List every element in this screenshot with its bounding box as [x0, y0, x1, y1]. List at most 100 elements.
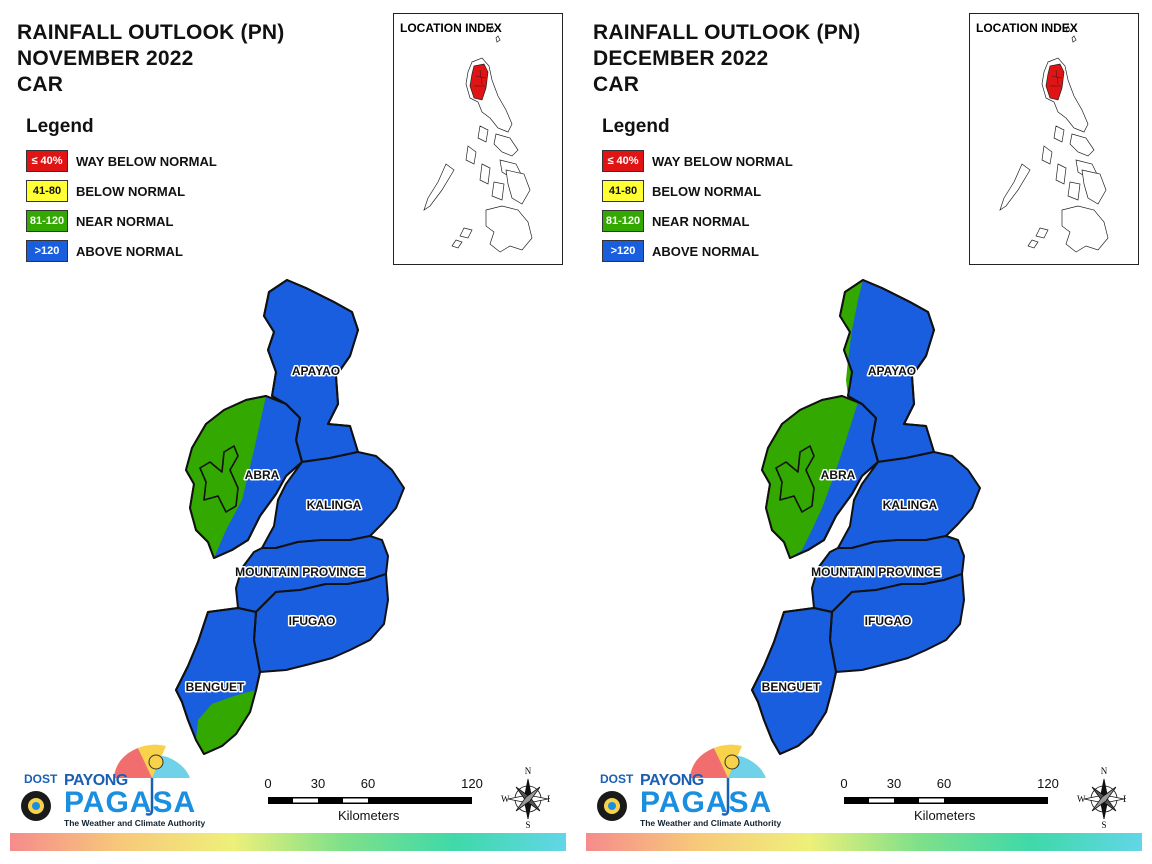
legend-label: WAY BELOW NORMAL — [652, 154, 793, 169]
compass-rose-icon: N S W E — [1074, 764, 1129, 830]
province-abra[interactable] — [761, 395, 879, 559]
title-line-2: NOVEMBER 2022 — [17, 47, 194, 70]
pagasa-logo: DOST PAYONG PAGASA The Weather and Clima… — [592, 742, 781, 830]
location-index: LOCATION INDEX — [393, 13, 563, 265]
label-mountain-province: MOUNTAIN PROVINCE — [235, 565, 365, 579]
scale-tick: 60 — [936, 776, 952, 791]
compass-n: N — [1101, 766, 1108, 776]
legend-label: ABOVE NORMAL — [76, 244, 183, 259]
province-benguet[interactable] — [751, 607, 837, 755]
map-title: RAINFALL OUTLOOK (PN) DECEMBER 2022 CAR — [593, 20, 860, 98]
panel-november: RAINFALL OUTLOOK (PN) NOVEMBER 2022 CAR … — [10, 13, 566, 851]
legend-swatch: ≤ 40% — [602, 150, 644, 172]
scale-unit: Kilometers — [914, 808, 976, 823]
legend-title: Legend — [26, 116, 94, 137]
scale-bar: 0 30 60 120 Kilometers — [258, 776, 498, 826]
philippines-outline-map — [999, 25, 1109, 253]
province-ifugao[interactable] — [253, 573, 389, 673]
title-line-3: CAR — [17, 73, 64, 96]
scale-bar-graphic — [844, 797, 1048, 804]
legend-item-above: >120 ABOVE NORMAL — [26, 238, 183, 268]
compass-s: S — [525, 820, 530, 830]
scale-tick: 0 — [264, 776, 272, 791]
legend-label: WAY BELOW NORMAL — [76, 154, 217, 169]
legend-item-below: 41-80 BELOW NORMAL — [602, 178, 761, 208]
umbrella-sun-cloud-icon — [21, 744, 190, 821]
label-apayao: APAYAO — [292, 364, 340, 378]
label-apayao: APAYAO — [868, 364, 916, 378]
umbrella-sun-cloud-icon — [597, 744, 766, 821]
scale-tick: 120 — [461, 776, 483, 791]
title-line-3: CAR — [593, 73, 640, 96]
philippines-outline-map — [423, 25, 533, 253]
compass-w: W — [501, 794, 510, 804]
scale-tick: 0 — [840, 776, 848, 791]
label-mountain-province: MOUNTAIN PROVINCE — [811, 565, 941, 579]
legend-label: BELOW NORMAL — [652, 184, 762, 199]
label-abra: ABRA — [245, 468, 280, 482]
scale-unit: Kilometers — [338, 808, 400, 823]
car-region-highlight — [469, 63, 489, 101]
scale-bar: 0 30 60 120 Kilometers — [834, 776, 1074, 826]
legend-swatch: 81-120 — [602, 210, 644, 232]
scale-tick: 30 — [886, 776, 902, 791]
logo-tagline: The Weather and Climate Authority — [64, 818, 206, 828]
car-province-map: APAYAO ABRA KALINGA MOUNTAIN PROVINCE IF… — [751, 279, 981, 755]
location-index: LOCATION INDEX — [969, 13, 1139, 265]
province-ifugao[interactable] — [829, 573, 965, 673]
legend-item-way-below: ≤ 40% WAY BELOW NORMAL — [26, 148, 217, 178]
legend-label: NEAR NORMAL — [652, 214, 750, 229]
legend-label: ABOVE NORMAL — [652, 244, 759, 259]
label-abra: ABRA — [821, 468, 856, 482]
label-benguet: BENGUET — [762, 680, 821, 694]
legend-item-above: >120 ABOVE NORMAL — [602, 238, 759, 268]
logo-payong-text: PAYONG — [64, 772, 128, 789]
compass-rose-icon: N S W E — [498, 764, 553, 830]
legend-swatch: >120 — [602, 240, 644, 262]
legend-item-way-below: ≤ 40% WAY BELOW NORMAL — [602, 148, 793, 178]
car-province-map: APAYAO ABRA KALINGA MOUNTAIN PROVINCE IF… — [175, 279, 405, 755]
legend-item-near: 81-120 NEAR NORMAL — [26, 208, 174, 238]
legend-swatch: >120 — [26, 240, 68, 262]
legend-swatch: 41-80 — [26, 180, 68, 202]
pagasa-logo: DOST PAYONG PAGASA The Weather and Clima… — [16, 742, 205, 830]
title-line-2: DECEMBER 2022 — [593, 47, 769, 70]
panel-december: RAINFALL OUTLOOK (PN) DECEMBER 2022 CAR … — [576, 0, 1152, 864]
scale-tick: 30 — [310, 776, 326, 791]
label-kalinga: KALINGA — [883, 498, 938, 512]
scale-tick: 60 — [360, 776, 376, 791]
logo-pagasa-text: PAGASA — [64, 786, 197, 819]
map-title: RAINFALL OUTLOOK (PN) NOVEMBER 2022 CAR — [17, 20, 284, 98]
legend-swatch: 81-120 — [26, 210, 68, 232]
logo-payong-text: PAYONG — [640, 772, 704, 789]
label-benguet: BENGUET — [186, 680, 245, 694]
legend-title: Legend — [602, 116, 670, 137]
footer-gradient-bar — [586, 833, 1142, 851]
legend-swatch: ≤ 40% — [26, 150, 68, 172]
car-region-highlight — [1045, 63, 1065, 101]
logo-pagasa-text: PAGASA — [640, 786, 773, 819]
location-index-title: LOCATION INDEX — [976, 21, 1078, 35]
legend-label: NEAR NORMAL — [76, 214, 174, 229]
scale-bar-graphic — [268, 797, 472, 804]
label-ifugao: IFUGAO — [865, 614, 912, 628]
title-line-1: RAINFALL OUTLOOK (PN) — [17, 21, 285, 44]
title-line-1: RAINFALL OUTLOOK (PN) — [593, 21, 861, 44]
scale-tick: 120 — [1037, 776, 1059, 791]
legend-swatch: 41-80 — [602, 180, 644, 202]
province-abra[interactable] — [185, 395, 303, 559]
legend-item-below: 41-80 BELOW NORMAL — [26, 178, 185, 208]
compass-n: N — [525, 766, 532, 776]
label-kalinga: KALINGA — [307, 498, 362, 512]
label-ifugao: IFUGAO — [289, 614, 336, 628]
logo-dost-text: DOST — [24, 772, 58, 786]
logo-dost-text: DOST — [600, 772, 634, 786]
compass-s: S — [1101, 820, 1106, 830]
legend: Legend ≤ 40% WAY BELOW NORMAL 41-80 BELO… — [26, 116, 217, 268]
legend-item-near: 81-120 NEAR NORMAL — [602, 208, 750, 238]
province-benguet[interactable] — [175, 607, 261, 755]
location-index-title: LOCATION INDEX — [400, 21, 502, 35]
legend: Legend ≤ 40% WAY BELOW NORMAL 41-80 BELO… — [602, 116, 793, 268]
legend-label: BELOW NORMAL — [76, 184, 186, 199]
logo-tagline: The Weather and Climate Authority — [640, 818, 782, 828]
